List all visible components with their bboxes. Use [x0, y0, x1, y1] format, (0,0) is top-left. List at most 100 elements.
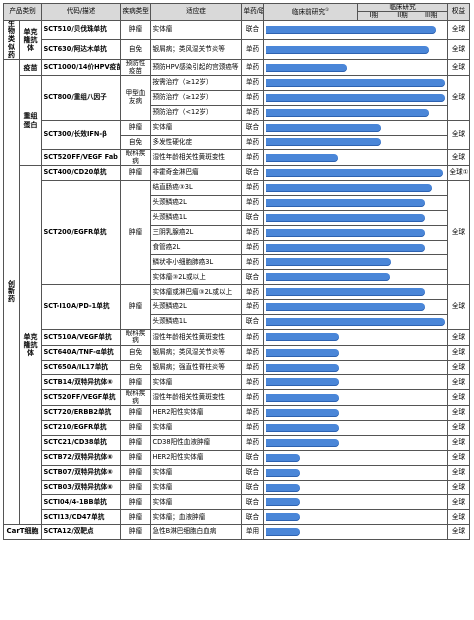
- indication: 预防HPV感染引起的宫颈癌等: [150, 59, 242, 76]
- progress-bar: [266, 228, 426, 237]
- mono-combo: 联合: [241, 314, 264, 330]
- indication: 鳞状非小细胞肺癌3L: [150, 254, 242, 271]
- indication: 结直肠癌③3L: [150, 180, 242, 196]
- mono-combo: 单药: [241, 344, 264, 361]
- rights-cell: 全球: [447, 359, 470, 376]
- mono-combo: 单药: [241, 374, 264, 391]
- mono-combo: 单药: [241, 405, 264, 421]
- header-phases: I期 II期 III期: [357, 11, 448, 21]
- mono-combo: 单药: [241, 284, 264, 301]
- rights-cell: 全球: [447, 119, 470, 151]
- product-code: SCT300/长效IFN-β: [41, 119, 121, 151]
- indication: 实体瘤③2L或以上: [150, 269, 242, 286]
- mono-combo: 单药: [241, 254, 264, 271]
- progress-bar: [266, 468, 300, 477]
- product-code: SCT-I10A/PD-1单抗: [41, 284, 121, 330]
- product-code: SCT510/贝伐珠单抗: [41, 19, 121, 41]
- table-row: SCTB14/双特异抗体⑥ 肿瘤 实体瘤 单药 全球: [4, 374, 470, 391]
- table-row: 实体瘤③2L或以上 联合: [4, 269, 470, 286]
- disease-type: 肿瘤: [120, 479, 151, 496]
- rights-cell: 全球: [447, 434, 470, 451]
- progress-cell: [263, 194, 448, 211]
- mono-combo: 联合: [241, 449, 264, 466]
- progress-cell: [263, 494, 448, 511]
- product-code: SCT650A/IL17单抗: [41, 359, 121, 376]
- progress-bar: [266, 108, 429, 117]
- progress-bar: [266, 393, 340, 402]
- progress-cell: [263, 299, 448, 316]
- header-row-2: I期 II期 III期: [4, 11, 470, 21]
- mono-combo: 联合: [241, 479, 264, 496]
- indication: 实体瘤: [150, 19, 242, 41]
- mono-combo: 单药: [241, 434, 264, 451]
- table-row: 预防治疗（≥12岁） 单药: [4, 89, 470, 106]
- indication: 急性B淋巴细胞白血病: [150, 524, 242, 541]
- header-rights: 权益: [447, 3, 470, 21]
- product-code: SCT520FF/VEGF单抗: [41, 389, 121, 407]
- header-row-1: 产品类别 代码/描述 疾病类型 适应症 单药/联合 临床前研究① 临床研究 权益: [3, 2, 470, 21]
- progress-cell: [263, 39, 448, 61]
- table-row: 生物类似药 单克隆抗体 SCT510/贝伐珠单抗 肿瘤 实体瘤 联合 全球: [3, 19, 470, 61]
- progress-cell: [263, 524, 448, 541]
- progress-bar: [266, 93, 445, 102]
- table-row: 创新药 疫苗 SCT1000/14价HPV疫苗 预防性疫苗 预防HPV感染引起的宫颈癌等…: [3, 59, 470, 526]
- mono-combo: 单药: [241, 420, 264, 436]
- rights-cell: 全球: [447, 449, 470, 466]
- indication: HER2阳性实体瘤: [150, 405, 242, 421]
- progress-cell: [263, 359, 448, 376]
- table-row: 头颈鳞癌1L 联合: [4, 314, 470, 330]
- progress-bar: [266, 63, 347, 72]
- progress-cell: [263, 405, 448, 421]
- progress-cell: [263, 19, 448, 41]
- progress-cell: [263, 344, 448, 361]
- disease-type: 眼科疾病: [120, 149, 151, 167]
- header-code: 代码/描述: [41, 3, 121, 21]
- mono-combo: 联合: [241, 19, 264, 41]
- table-row: CarT细胞 SCTA12/双靶点 肿瘤 急性B淋巴细胞白血病 单用 全球: [3, 524, 470, 541]
- rights-cell: 全球: [447, 59, 470, 76]
- progress-cell: [263, 269, 448, 286]
- indication: 银屑病；强直性脊柱炎等: [150, 359, 242, 376]
- mono-combo: 单药: [241, 389, 264, 407]
- pipeline-table: 产品类别 代码/描述 疾病类型 适应症 单药/联合 临床前研究① 临床研究 权益…: [3, 2, 470, 541]
- product-code: SCTC21/CD38单抗: [41, 434, 121, 451]
- subcategory-cell: 疫苗: [19, 59, 42, 76]
- indication: 实体瘤: [150, 119, 242, 136]
- product-code: SCT510A/VEGF单抗: [41, 328, 121, 346]
- disease-type: 肿瘤: [120, 374, 151, 391]
- disease-type: 预防性疫苗: [120, 59, 151, 76]
- disease-type: 肿瘤: [120, 449, 151, 466]
- mono-combo: 联合: [241, 464, 264, 481]
- progress-cell: [263, 104, 448, 121]
- rights-cell: 全球: [447, 328, 470, 346]
- progress-bar: [266, 153, 338, 162]
- table-row: SCT300/长效IFN-β 肿瘤 实体瘤 联合 全球: [4, 119, 470, 151]
- rights-cell: 全球: [447, 19, 470, 41]
- subcategory-cell: 重组蛋白: [19, 74, 42, 167]
- mono-combo: 单药: [241, 224, 264, 241]
- progress-cell: [263, 509, 448, 526]
- rights-cell: 全球①: [447, 165, 470, 182]
- table-row: 单克隆抗体 SCT400/CD20单抗 肿瘤 非霍奇金淋巴瘤 联合 全球①: [4, 165, 470, 526]
- rights-cell: 全球: [447, 509, 470, 526]
- disease-type: 自免: [120, 359, 151, 376]
- table-row: SCTB72/双特异抗体⑥ 肿瘤 HER2阳性实体瘤 联合 全球: [4, 449, 470, 466]
- indication: 头颈鳞癌2L: [150, 194, 242, 211]
- table-row: SCT200/EGFR单抗 肿瘤 结直肠癌③3L 单药 全球: [4, 180, 470, 286]
- product-code: SCT520FF/VEGF Fab: [41, 149, 121, 167]
- indication: 非霍奇金淋巴瘤: [150, 165, 242, 182]
- subcategory-cell: 单克隆抗体: [19, 19, 42, 61]
- rights-cell: 全球: [447, 39, 470, 61]
- header-clinical: 临床研究: [357, 2, 448, 13]
- rights-cell: 全球: [447, 389, 470, 407]
- table-row: 自免 多发性硬化症 单药: [4, 134, 470, 151]
- progress-bar: [266, 273, 390, 282]
- progress-bar: [266, 26, 437, 35]
- progress-cell: [263, 134, 448, 151]
- mono-combo: 单药: [241, 239, 264, 256]
- progress-cell: [263, 314, 448, 330]
- progress-bar: [266, 363, 340, 372]
- mono-combo: 联合: [241, 165, 264, 182]
- rights-cell: 全球: [447, 524, 470, 541]
- indication: 实体瘤或淋巴瘤③2L或以上: [150, 284, 242, 301]
